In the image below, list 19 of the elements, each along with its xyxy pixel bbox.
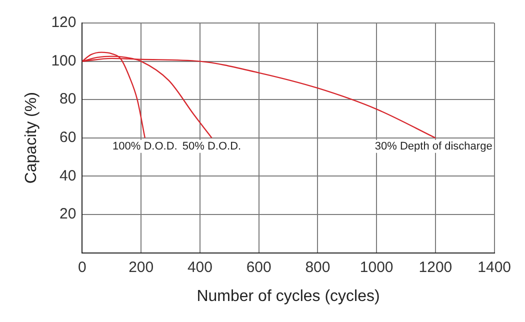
y-axis-title: Capacity (%): [23, 92, 40, 184]
x-tick-label: 1000: [360, 258, 394, 276]
y-tick-label: 100: [51, 52, 76, 70]
x-tick-label: 800: [305, 258, 330, 276]
y-tick-label: 20: [60, 206, 76, 223]
y-tick-label: 80: [60, 90, 76, 108]
y-tick-label: 40: [60, 167, 76, 184]
annotation: 30% Depth of discharge: [374, 140, 492, 152]
x-axis-title: Number of cycles (cycles): [196, 288, 380, 305]
x-tick-label: 400: [187, 258, 212, 276]
y-tick-label: 60: [60, 129, 76, 146]
x-tick-label: 600: [246, 258, 272, 276]
y-tick-label: 120: [51, 14, 76, 32]
x-tick-label: 1200: [418, 258, 452, 276]
x-tick-label: 0: [78, 258, 86, 276]
annotation: 50% D.O.D.: [182, 140, 242, 152]
x-tick-label: 200: [128, 258, 154, 276]
x-tick-label: 1400: [478, 258, 512, 276]
annotation: 100% D.O.D.: [112, 140, 178, 152]
